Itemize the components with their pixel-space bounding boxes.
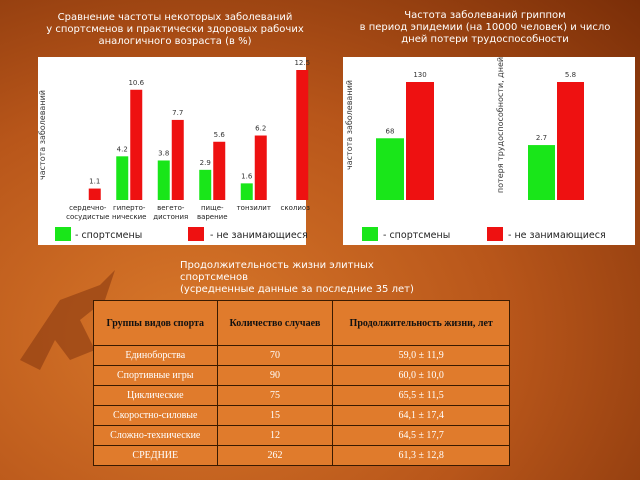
cell: 59,0 ± 11,9 xyxy=(332,345,510,366)
bar xyxy=(130,89,143,200)
x-tick-label: тонзилит xyxy=(237,204,271,212)
legend-label: - спортсмены xyxy=(75,230,142,241)
legend-swatch xyxy=(362,227,378,241)
y-axis-label: потеря трудоспособности, дней xyxy=(496,57,505,193)
x-tick-label: пище-варение xyxy=(197,204,228,221)
row: Циклические 75 65,5 ± 11,5 xyxy=(93,385,510,406)
cell: 64,5 ± 17,7 xyxy=(332,425,510,446)
cell: Спортивные игры xyxy=(93,365,218,386)
column-header: Продолжительность жизни, лет xyxy=(332,300,510,346)
column-header: Группы видов спорта xyxy=(93,300,218,346)
column-header: Количество случаев xyxy=(216,300,334,346)
table-heading: Продолжительность жизни элитных спортсме… xyxy=(180,260,440,296)
bar xyxy=(213,141,226,200)
table: Группы видов спорта Количество случаев Про… xyxy=(93,300,510,466)
value-label: 2.9 xyxy=(200,159,211,167)
legend-swatch xyxy=(487,227,503,241)
value-label: 7.7 xyxy=(172,109,183,117)
value-label: 10.6 xyxy=(128,79,144,87)
bar xyxy=(376,138,404,200)
value-label: 2.7 xyxy=(536,134,547,142)
x-tick-label: сколиоз xyxy=(281,204,311,212)
cell: 60,0 ± 10,0 xyxy=(332,365,510,386)
value-label: 1.6 xyxy=(241,172,253,180)
legend-label: - не занимающиеся xyxy=(210,230,308,241)
x-tick-label: гиперто-нические xyxy=(112,204,147,221)
title-line: Сравнение частоты некоторых заболеваний xyxy=(57,12,293,23)
row: СРЕДНИЕ 262 61,3 ± 12,8 xyxy=(93,445,510,466)
bar xyxy=(406,82,434,200)
bar xyxy=(254,135,267,200)
chart-title: Сравнение частоты некоторых заболеваний у… xyxy=(30,12,320,48)
value-label: 6.2 xyxy=(255,125,266,133)
bar xyxy=(296,70,309,200)
cell: 12 xyxy=(216,425,334,446)
title-line: у спортсменов и практически здоровых раб… xyxy=(46,24,304,35)
bar xyxy=(171,119,184,200)
y-axis-label: частота заболеваний xyxy=(345,80,354,170)
bar xyxy=(240,183,253,200)
title-line: в период эпидемии (на 10000 человек) и ч… xyxy=(359,22,611,33)
value-label: 68 xyxy=(386,127,395,135)
title-line: (усредненные данные за последние 35 лет) xyxy=(180,284,414,295)
value-label: 5.6 xyxy=(214,131,226,139)
cell: 262 xyxy=(216,445,334,466)
cell: Циклические xyxy=(93,385,218,406)
title-line: аналогичного возраста (в %) xyxy=(98,36,252,47)
chart-title: Частота заболеваний гриппом в период эпид… xyxy=(340,10,630,46)
value-label: 1.1 xyxy=(89,178,100,186)
bar xyxy=(528,145,555,200)
row: Скоростно-силовые 15 64,1 ± 17,4 xyxy=(93,405,510,426)
cell: 64,1 ± 17,4 xyxy=(332,405,510,426)
value-label: 4.2 xyxy=(117,145,128,153)
bar xyxy=(157,160,170,200)
cell: Сложно-технические xyxy=(93,425,218,446)
bar xyxy=(88,188,101,200)
value-label: 3.8 xyxy=(158,149,169,157)
bar xyxy=(116,156,129,200)
row: Сложно-технические 12 64,5 ± 17,7 xyxy=(93,425,510,446)
cell: 15 xyxy=(216,405,334,426)
cell: Единоборства xyxy=(93,345,218,366)
cell: 75 xyxy=(216,385,334,406)
cell: 90 xyxy=(216,365,334,386)
legend-swatch xyxy=(188,227,204,241)
cell: 61,3 ± 12,8 xyxy=(332,445,510,466)
x-tick-label: вегето-дистония xyxy=(153,204,188,221)
runner-silhouette xyxy=(20,270,115,370)
cell: СРЕДНИЕ xyxy=(93,445,218,466)
row: Спортивные игры 90 60,0 ± 10,0 xyxy=(93,365,510,386)
row: Единоборства 70 59,0 ± 11,9 xyxy=(93,345,510,366)
title-line: Продолжительность жизни элитных спортсме… xyxy=(180,260,374,283)
title-line: Частота заболеваний гриппом xyxy=(404,10,566,21)
legend-swatch xyxy=(55,227,71,241)
x-tick-label: сердечно-сосудистые xyxy=(66,204,109,221)
bar xyxy=(199,169,212,200)
value-label: 130 xyxy=(413,71,426,79)
y-axis-label: частота заболеваний xyxy=(38,90,47,180)
title-line: дней потери трудоспособности xyxy=(401,34,569,45)
cell: 70 xyxy=(216,345,334,366)
cell: Скоростно-силовые xyxy=(93,405,218,426)
legend-label: - спортсмены xyxy=(383,230,450,241)
value-label: 12.5 xyxy=(294,59,310,67)
header-row: Группы видов спорта Количество случаев Про… xyxy=(93,300,510,346)
bar xyxy=(557,82,584,200)
legend-label: - не занимающиеся xyxy=(508,230,606,241)
value-label: 5.8 xyxy=(565,71,576,79)
cell: 65,5 ± 11,5 xyxy=(332,385,510,406)
